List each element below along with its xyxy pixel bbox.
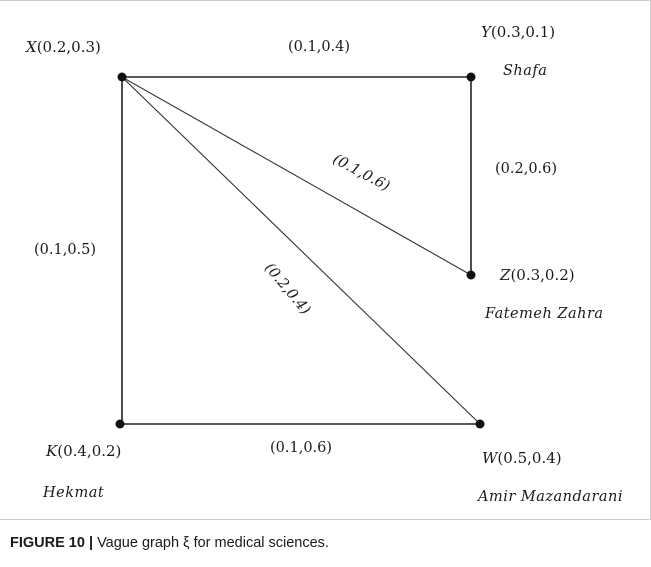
vertex-value-W: (0.5,0.4)	[497, 449, 562, 467]
figure-caption: FIGURE 10 | Vague graph ξ for medical sc…	[10, 535, 329, 551]
vertex-name-Y: Y	[481, 23, 491, 41]
caption-label: FIGURE 10 |	[10, 535, 94, 551]
edge-label-X-Y: (0.1,0.4)	[288, 39, 351, 55]
vertex-X-dot	[117, 72, 127, 82]
vertex-K-dot	[115, 419, 125, 429]
caption-text: Vague graph ξ for medical sciences.	[97, 535, 329, 551]
vertex-place-W: Amir Mazandarani	[478, 489, 623, 505]
vertex-Z-dot	[466, 270, 476, 280]
vertex-name-X: X	[26, 38, 37, 56]
vertex-value-X: (0.2,0.3)	[36, 38, 101, 56]
edge-X-Z	[121, 76, 472, 276]
vertex-label-W: W(0.5,0.4)	[482, 451, 562, 466]
frame-border-bottom	[0, 519, 651, 520]
vertex-W-dot	[475, 419, 485, 429]
vertex-value-Z: (0.3,0.2)	[510, 266, 575, 284]
vertex-Y-dot	[466, 72, 476, 82]
vague-graph	[115, 72, 485, 429]
vertex-value-K: (0.4,0.2)	[57, 442, 122, 460]
vertex-label-X: X(0.2,0.3)	[26, 40, 101, 55]
edge-label-K-W: (0.1,0.6)	[270, 440, 333, 456]
edge-label-X-K: (0.1,0.5)	[34, 242, 97, 258]
vertex-name-K: K	[46, 442, 58, 460]
vertex-place-K: Hekmat	[43, 485, 105, 501]
vertex-label-K: K(0.4,0.2)	[46, 444, 121, 459]
vertex-place-Z: Fatemeh Zahra	[485, 306, 604, 322]
vertex-name-W: W	[482, 449, 498, 467]
edge-label-Y-Z: (0.2,0.6)	[495, 161, 558, 177]
vertex-place-Y: Shafa	[503, 63, 548, 79]
edge-X-W	[121, 76, 481, 425]
vertex-label-Z: Z(0.3,0.2)	[500, 268, 575, 283]
vertex-value-Y: (0.3,0.1)	[490, 23, 556, 41]
frame-border-top	[0, 0, 651, 1]
vertex-label-Y: Y(0.3,0.1)	[481, 25, 555, 40]
vertex-name-Z: Z	[500, 266, 511, 284]
